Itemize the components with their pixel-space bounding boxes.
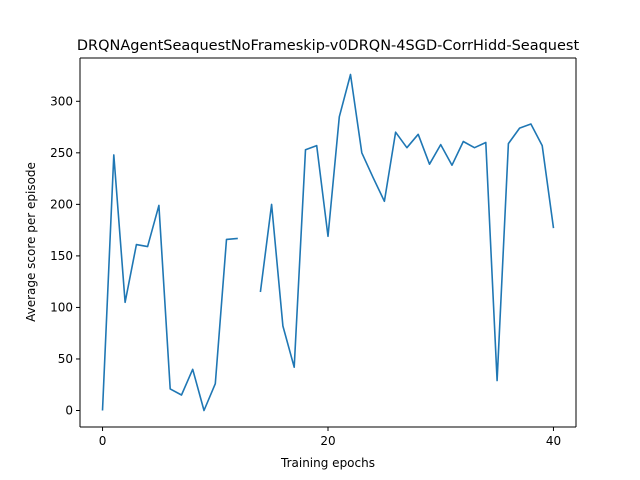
x-tick-label: 0	[99, 434, 107, 448]
y-axis-label: Average score per episode	[24, 162, 38, 322]
y-tick-label: 100	[50, 300, 73, 314]
series-layer	[101, 73, 555, 412]
series-line	[259, 73, 555, 382]
x-tick-label: 40	[546, 434, 561, 448]
y-tick-label: 0	[65, 404, 73, 418]
x-axis-ticks: 0 20 40	[99, 427, 561, 448]
y-tick-label: 250	[50, 146, 73, 160]
series-line	[101, 154, 238, 412]
y-tick-label: 50	[58, 352, 73, 366]
y-axis-ticks: 0 50 100 150 200 250 300	[50, 94, 80, 418]
axes-frame	[79, 57, 577, 428]
x-tick-label: 20	[320, 434, 335, 448]
x-axis-label: Training epochs	[280, 456, 375, 470]
y-tick-label: 300	[50, 94, 73, 108]
chart-title: DRQNAgentSeaquestNoFrameskip-v0DRQN-4SGD…	[77, 38, 580, 54]
y-tick-label: 150	[50, 249, 73, 263]
y-tick-label: 200	[50, 197, 73, 211]
plot-area	[80, 58, 576, 427]
